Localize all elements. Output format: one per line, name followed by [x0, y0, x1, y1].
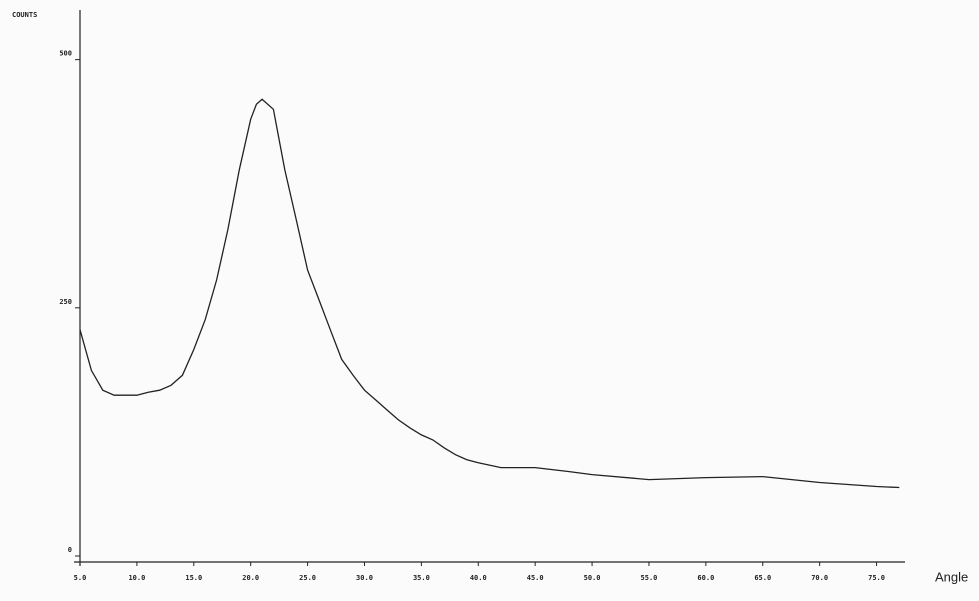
x-tick-label: 15.0 [185, 574, 202, 582]
x-tick-label: 50.0 [584, 574, 601, 582]
x-tick-label: 70.0 [811, 574, 828, 582]
x-tick-label: 55.0 [641, 574, 658, 582]
x-tick-label: 35.0 [413, 574, 430, 582]
x-tick-label: 25.0 [299, 574, 316, 582]
x-tick-label: 40.0 [470, 574, 487, 582]
y-tick-label: 500 [59, 50, 72, 58]
y-axis-label: COUNTS [12, 11, 37, 19]
x-axis-label: Angle [935, 569, 968, 584]
x-tick-label: 60.0 [697, 574, 714, 582]
x-tick-label: 45.0 [527, 574, 544, 582]
x-tick-label: 75.0 [868, 574, 885, 582]
x-tick-label: 10.0 [128, 574, 145, 582]
x-tick-label: 65.0 [754, 574, 771, 582]
x-tick-label: 20.0 [242, 574, 259, 582]
data-line [80, 99, 899, 487]
y-tick-label: 0 [68, 546, 72, 554]
chart: COUNTS Angle 0 250 500 5.0 10.0 15.0 20.0 25.0 3… [0, 0, 979, 601]
x-tick-label: 30.0 [356, 574, 373, 582]
y-tick-label: 250 [59, 298, 72, 306]
x-tick-label: 5.0 [74, 574, 87, 582]
